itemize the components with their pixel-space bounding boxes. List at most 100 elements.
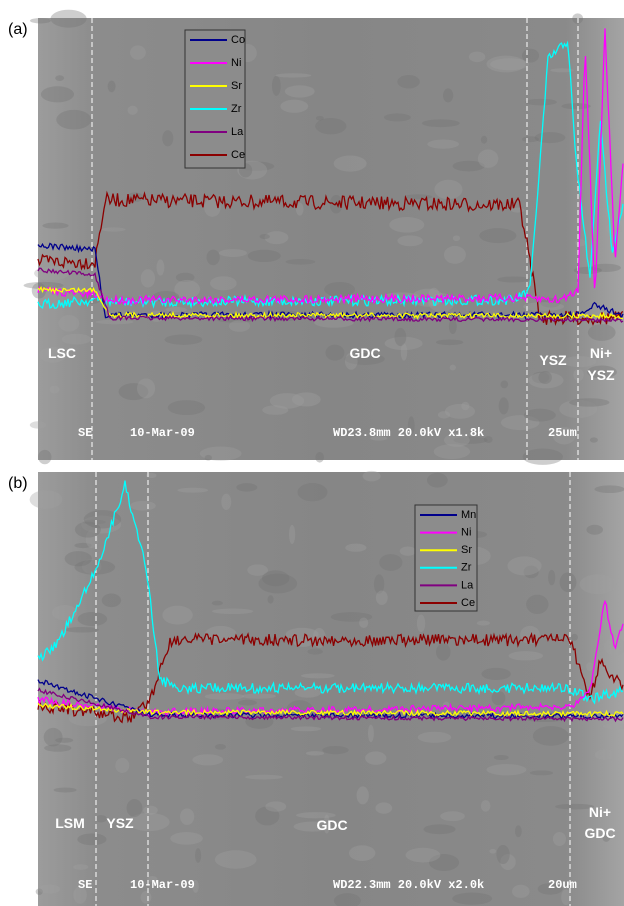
grain [259, 234, 270, 240]
grain [573, 368, 584, 381]
grain [416, 614, 426, 633]
profile-line [37, 40, 624, 310]
region-label: GDC [316, 817, 347, 833]
grain [575, 239, 586, 247]
grain [211, 608, 254, 615]
grain [333, 893, 361, 906]
grain [170, 832, 203, 845]
grain [140, 269, 156, 288]
grain [128, 812, 170, 832]
grain [429, 854, 460, 872]
grain [295, 202, 304, 216]
legend-label: Ce [461, 597, 475, 609]
grain [56, 109, 92, 130]
grain [175, 272, 195, 283]
grain [521, 136, 539, 143]
grain [145, 472, 157, 479]
grain [548, 569, 556, 586]
grain [164, 334, 203, 345]
grain [521, 48, 539, 63]
profile-line [37, 28, 624, 307]
grain [559, 399, 598, 419]
grain [444, 403, 475, 419]
grain [126, 799, 143, 818]
grain [74, 542, 92, 549]
grain [82, 519, 106, 525]
grain [177, 487, 209, 493]
grain [532, 726, 569, 746]
grain [204, 693, 245, 700]
grain [101, 593, 122, 608]
legend-label: La [461, 579, 474, 591]
grain [523, 565, 539, 579]
grain [550, 68, 574, 73]
grain [55, 737, 74, 743]
grain [174, 279, 201, 299]
grain [452, 892, 493, 905]
grain [262, 405, 289, 415]
legend-label: Ni [461, 527, 471, 539]
grain [571, 633, 578, 641]
grain [115, 758, 130, 773]
grain [284, 85, 315, 98]
grain [83, 510, 122, 529]
grain [524, 98, 557, 106]
grain [255, 806, 280, 826]
grain [435, 339, 464, 346]
sem-info: WD22.3mm 20.0kV x2.0k [333, 878, 484, 892]
grain [264, 231, 289, 245]
grain [586, 662, 593, 671]
grain [417, 731, 452, 743]
legend-label: Zr [231, 103, 242, 115]
grain [522, 448, 563, 465]
grain [448, 319, 457, 335]
region-label: Ni+ [589, 804, 611, 820]
profile-line [37, 267, 624, 323]
legend-label: Sr [231, 80, 242, 92]
grain [199, 446, 242, 461]
grain [579, 574, 617, 595]
grain [165, 306, 187, 313]
grain [130, 45, 146, 60]
grain [397, 235, 423, 247]
grain [461, 401, 470, 411]
grain [192, 754, 224, 766]
grain [140, 890, 152, 904]
grain [479, 228, 517, 244]
grain [399, 546, 417, 556]
sem-info: SE [78, 878, 92, 892]
grain [449, 364, 456, 371]
grain [443, 245, 466, 264]
grain [49, 385, 60, 394]
grain [500, 853, 516, 871]
grain [562, 356, 597, 368]
grain [480, 135, 488, 144]
grain [514, 825, 522, 838]
grain [179, 808, 195, 826]
grain [294, 687, 321, 698]
grain [247, 564, 269, 576]
grain [344, 352, 358, 370]
grain [127, 105, 138, 115]
grain [586, 524, 603, 535]
grain [192, 879, 199, 893]
legend-label: Co [231, 34, 245, 46]
grain [437, 411, 451, 419]
grain [602, 723, 624, 730]
grain [433, 444, 471, 460]
region-label: GDC [584, 825, 615, 841]
profile-line [37, 632, 624, 724]
grain [383, 113, 411, 122]
grain [534, 132, 566, 144]
grain [162, 130, 174, 147]
grain [333, 155, 367, 172]
sem-info: 25um [548, 426, 577, 440]
grain [367, 724, 374, 743]
grain [594, 485, 624, 494]
panel-label: (b) [8, 475, 28, 492]
grain [73, 864, 89, 870]
grain [315, 118, 347, 135]
grain [500, 415, 540, 431]
grain [210, 276, 237, 291]
grain [74, 521, 101, 538]
